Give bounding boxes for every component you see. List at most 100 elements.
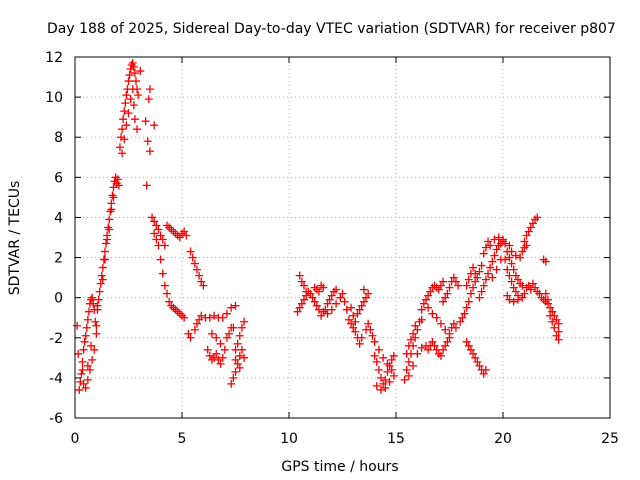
data-point <box>107 205 116 214</box>
data-point <box>169 303 178 312</box>
data-point <box>347 303 356 312</box>
data-point <box>402 349 411 358</box>
data-point <box>546 311 555 320</box>
data-point <box>125 71 134 80</box>
y-tick-label: 0 <box>54 291 63 307</box>
data-point <box>359 297 368 306</box>
data-point <box>233 339 242 348</box>
data-point <box>383 367 392 376</box>
data-point <box>323 309 332 318</box>
data-point <box>78 357 87 366</box>
data-point <box>507 277 516 286</box>
data-point <box>469 283 478 292</box>
data-point <box>336 293 345 302</box>
data-point <box>541 289 550 298</box>
data-point <box>473 273 482 282</box>
data-point <box>541 297 550 306</box>
data-point <box>471 269 480 278</box>
data-point <box>475 361 484 370</box>
data-point <box>312 301 321 310</box>
data-point <box>120 107 129 116</box>
data-point <box>293 307 302 316</box>
data-point <box>439 297 448 306</box>
data-point <box>460 309 469 318</box>
data-point <box>389 371 398 380</box>
y-axis-label: SDTVAR / TECUs <box>7 181 23 296</box>
data-point <box>197 277 206 286</box>
data-point <box>479 249 488 258</box>
data-point <box>554 327 563 336</box>
data-point <box>310 297 319 306</box>
data-point <box>349 323 358 332</box>
data-point <box>357 301 366 310</box>
data-point <box>347 319 356 328</box>
data-point <box>511 251 520 260</box>
data-point <box>389 351 398 360</box>
data-point <box>118 125 127 134</box>
data-point <box>464 297 473 306</box>
data-point <box>83 361 92 370</box>
data-point <box>229 373 238 382</box>
data-point <box>180 227 189 236</box>
data-point <box>383 359 392 368</box>
data-point <box>494 241 503 250</box>
data-point <box>533 213 542 222</box>
data-point <box>306 289 315 298</box>
data-point <box>355 305 364 314</box>
data-point <box>93 305 102 314</box>
data-point <box>302 287 311 296</box>
data-point <box>366 325 375 334</box>
data-point <box>409 329 418 338</box>
data-point <box>186 247 195 256</box>
data-point <box>503 265 512 274</box>
data-point <box>184 329 193 338</box>
data-point <box>548 317 557 326</box>
data-point <box>526 223 535 232</box>
data-point <box>424 291 433 300</box>
data-point <box>432 313 441 322</box>
data-point <box>439 345 448 354</box>
data-point <box>359 285 368 294</box>
data-point <box>434 285 443 294</box>
data-point <box>520 237 529 246</box>
data-point <box>222 309 231 318</box>
data-point <box>175 309 184 318</box>
data-point <box>488 257 497 266</box>
y-tick-label: 4 <box>54 210 63 226</box>
data-point <box>492 245 501 254</box>
data-point <box>332 285 341 294</box>
data-point <box>379 379 388 388</box>
data-point <box>351 317 360 326</box>
x-tick-label: 20 <box>494 431 512 447</box>
data-point <box>441 341 450 350</box>
data-point <box>424 303 433 312</box>
data-point <box>528 279 537 288</box>
data-point <box>79 345 88 354</box>
data-point <box>505 241 514 250</box>
data-point <box>522 283 531 292</box>
data-point <box>436 281 445 290</box>
data-point <box>501 255 510 264</box>
data-point <box>377 373 386 382</box>
data-point <box>554 335 563 344</box>
data-point <box>225 329 234 338</box>
data-point <box>509 297 518 306</box>
data-point <box>195 271 204 280</box>
data-point <box>237 323 246 332</box>
data-point <box>473 357 482 366</box>
data-point <box>332 299 341 308</box>
data-point <box>81 383 90 392</box>
data-point <box>552 315 561 324</box>
data-point <box>141 117 150 126</box>
data-point <box>537 293 546 302</box>
x-tick-label: 10 <box>280 431 298 447</box>
data-point <box>522 231 531 240</box>
data-point <box>477 261 486 270</box>
data-point <box>325 295 334 304</box>
data-point <box>77 369 86 378</box>
data-point <box>104 223 113 232</box>
data-point <box>481 365 490 374</box>
data-point <box>222 333 231 342</box>
data-point <box>319 307 328 316</box>
y-tick-label: 2 <box>54 251 63 267</box>
